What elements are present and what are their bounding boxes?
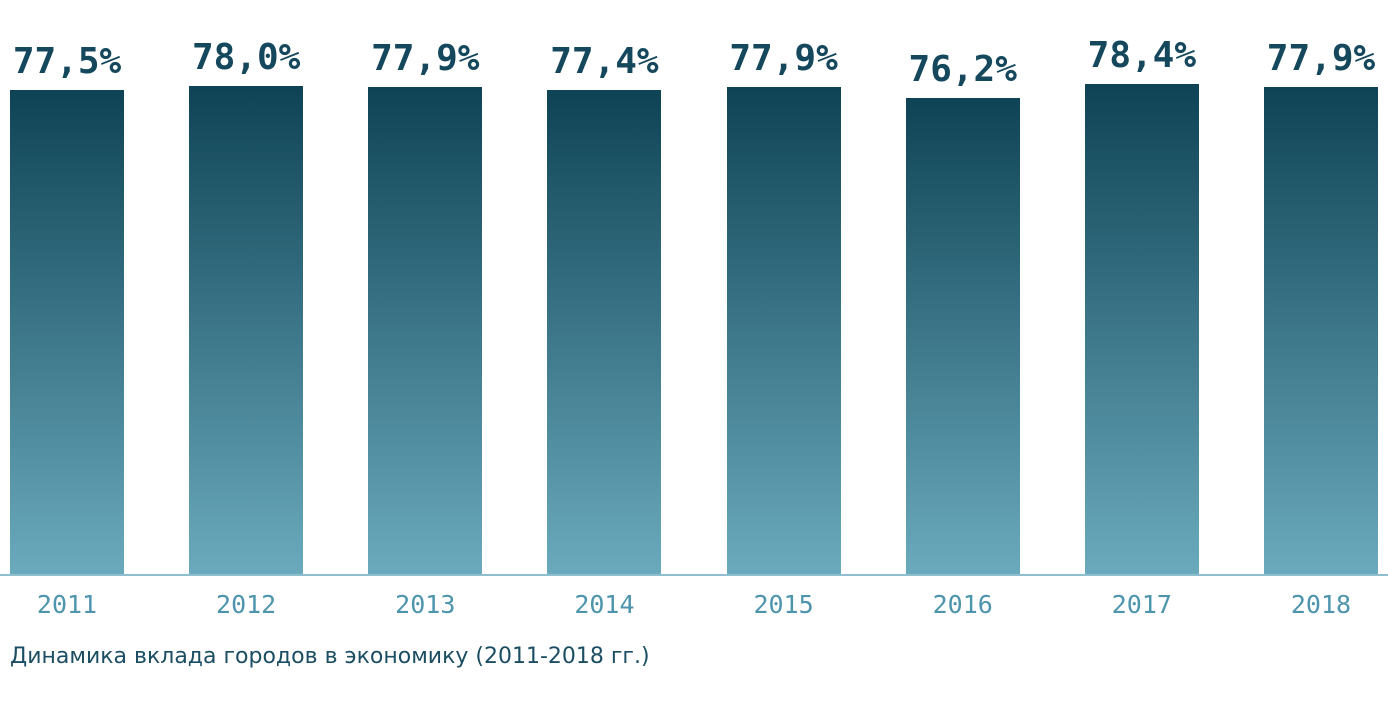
x-tick-label: 2015 bbox=[753, 590, 814, 619]
x-axis-baseline bbox=[0, 574, 1388, 576]
value-label: 76,2% bbox=[908, 49, 1017, 90]
bar-group-2015: 77,9% bbox=[726, 38, 841, 575]
bar-2018 bbox=[1263, 87, 1378, 575]
x-tick-label: 2011 bbox=[36, 590, 98, 619]
x-tick-label: 2012 bbox=[216, 590, 277, 619]
x-axis-labels: 2011 2012 2013 2014 2015 2016 2017 2018 bbox=[10, 590, 1378, 619]
value-label: 77,9% bbox=[371, 38, 480, 79]
bar-2013 bbox=[368, 87, 483, 575]
bar-group-2017: 78,4% bbox=[1084, 35, 1199, 575]
chart-caption: Динамика вклада городов в экономику (201… bbox=[10, 644, 650, 669]
value-label: 77,4% bbox=[550, 41, 659, 82]
bar-2017 bbox=[1084, 84, 1199, 575]
x-tick-label: 2017 bbox=[1111, 590, 1172, 619]
bar-2016 bbox=[905, 98, 1020, 575]
bar-group-2012: 78,0% bbox=[189, 37, 304, 575]
bar-group-2018: 77,9% bbox=[1263, 38, 1378, 575]
chart-plot-area: 77,5% 78,0% 77,9% 77,4% 77,9% 76,2% 78,4… bbox=[10, 0, 1378, 575]
x-tick-label: 2018 bbox=[1290, 590, 1352, 619]
bar-group-2011: 77,5% bbox=[10, 41, 124, 575]
bar-2014 bbox=[547, 90, 662, 575]
value-label: 77,5% bbox=[12, 41, 122, 82]
bar-group-2014: 77,4% bbox=[547, 41, 662, 575]
bar-group-2013: 77,9% bbox=[368, 38, 483, 575]
bar-2012 bbox=[189, 86, 304, 575]
value-label: 77,9% bbox=[1266, 38, 1376, 79]
bar-2011 bbox=[10, 90, 124, 575]
x-tick-label: 2016 bbox=[932, 590, 993, 619]
bar-group-2016: 76,2% bbox=[905, 49, 1020, 575]
value-label: 77,9% bbox=[729, 38, 838, 79]
x-tick-label: 2014 bbox=[574, 590, 635, 619]
value-label: 78,0% bbox=[191, 37, 301, 78]
bar-2015 bbox=[726, 87, 841, 575]
value-label: 78,4% bbox=[1087, 35, 1197, 76]
x-tick-label: 2013 bbox=[395, 590, 456, 619]
